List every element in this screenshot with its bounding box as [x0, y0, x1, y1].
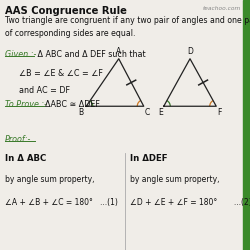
Text: by angle sum property,: by angle sum property,	[130, 175, 220, 184]
Bar	[242, 0, 250, 250]
Text: In ΔDEF: In ΔDEF	[130, 154, 168, 163]
Text: Given :-: Given :-	[5, 50, 36, 59]
Text: by angle sum property,: by angle sum property,	[5, 175, 94, 184]
Text: Two triangle are congruent if any two pair of angles and one pair
of correspondi: Two triangle are congruent if any two pa…	[5, 16, 250, 38]
Text: C: C	[145, 108, 150, 117]
Text: F: F	[217, 108, 222, 117]
Text: Proof:-: Proof:-	[5, 135, 32, 144]
Text: ΔABC ≅ ΔDEF: ΔABC ≅ ΔDEF	[45, 100, 100, 109]
Text: and AC = DF: and AC = DF	[19, 86, 70, 95]
Text: E: E	[158, 108, 163, 117]
Text: ∠A + ∠B + ∠C = 180°   ...(1): ∠A + ∠B + ∠C = 180° ...(1)	[5, 198, 118, 206]
Text: D: D	[187, 47, 193, 56]
Text: In Δ ABC: In Δ ABC	[5, 154, 46, 163]
Text: To Prove :-: To Prove :-	[5, 100, 47, 109]
Text: AAS Congruence Rule: AAS Congruence Rule	[5, 6, 127, 16]
Text: ∠D + ∠E + ∠F = 180°       ...(2): ∠D + ∠E + ∠F = 180° ...(2)	[130, 198, 250, 206]
Text: ∠B = ∠E & ∠C = ∠F: ∠B = ∠E & ∠C = ∠F	[19, 69, 103, 78]
Text: Δ ABC and Δ DEF such that: Δ ABC and Δ DEF such that	[35, 50, 146, 59]
Text: B: B	[78, 108, 83, 117]
Text: A: A	[116, 47, 121, 56]
Text: teachoo.com: teachoo.com	[203, 6, 241, 10]
